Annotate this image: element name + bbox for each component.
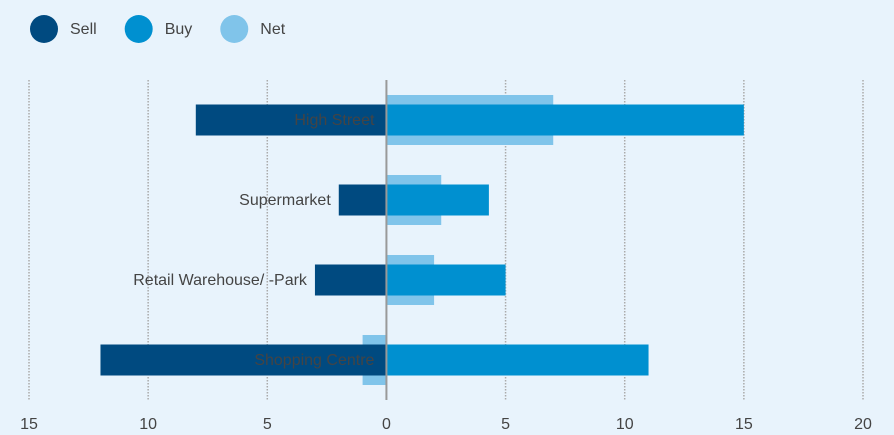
- bar: [195, 104, 387, 136]
- bar: [386, 264, 506, 296]
- x-tick-label: 5: [501, 416, 510, 433]
- x-tick-label: 20: [854, 416, 872, 433]
- category-label: High Street: [294, 112, 375, 129]
- x-tick-label: 10: [139, 416, 157, 433]
- x-tick-label: 5: [263, 416, 272, 433]
- legend-swatch: [124, 15, 153, 43]
- bar: [386, 184, 489, 216]
- x-tick-label: 15: [735, 416, 753, 433]
- category-label: Shopping Centre: [254, 352, 374, 369]
- bar: [338, 184, 387, 216]
- bar: [314, 264, 387, 296]
- bar: [386, 344, 649, 376]
- legend-swatch: [220, 15, 249, 43]
- x-tick-label: 0: [382, 416, 391, 433]
- category-label: Supermarket: [239, 192, 331, 209]
- legend-label: Sell: [70, 21, 97, 38]
- legend-swatch: [30, 15, 58, 43]
- x-tick-label: 10: [616, 416, 634, 433]
- x-tick-label: 15: [20, 416, 38, 433]
- legend-label: Buy: [165, 21, 193, 38]
- legend-label: Net: [260, 21, 285, 38]
- bar: [100, 344, 387, 376]
- bar: [386, 104, 744, 136]
- category-label: Retail Warehouse/ -Park: [133, 272, 308, 289]
